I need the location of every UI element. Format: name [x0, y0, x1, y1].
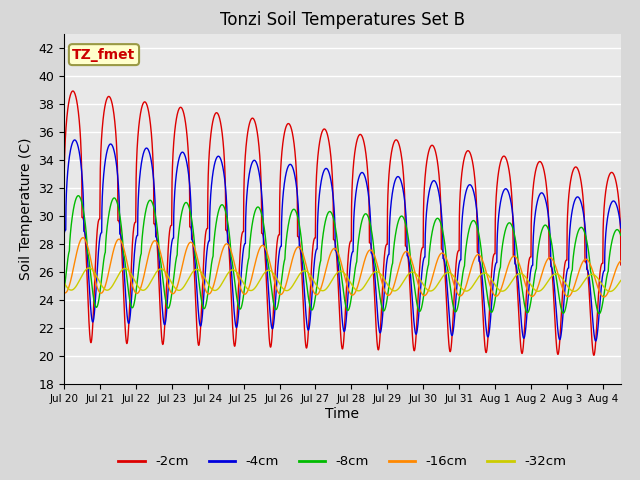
X-axis label: Time: Time	[325, 407, 360, 420]
Y-axis label: Soil Temperature (C): Soil Temperature (C)	[19, 138, 33, 280]
Title: Tonzi Soil Temperatures Set B: Tonzi Soil Temperatures Set B	[220, 11, 465, 29]
Text: TZ_fmet: TZ_fmet	[72, 48, 136, 61]
Legend: -2cm, -4cm, -8cm, -16cm, -32cm: -2cm, -4cm, -8cm, -16cm, -32cm	[113, 450, 572, 474]
